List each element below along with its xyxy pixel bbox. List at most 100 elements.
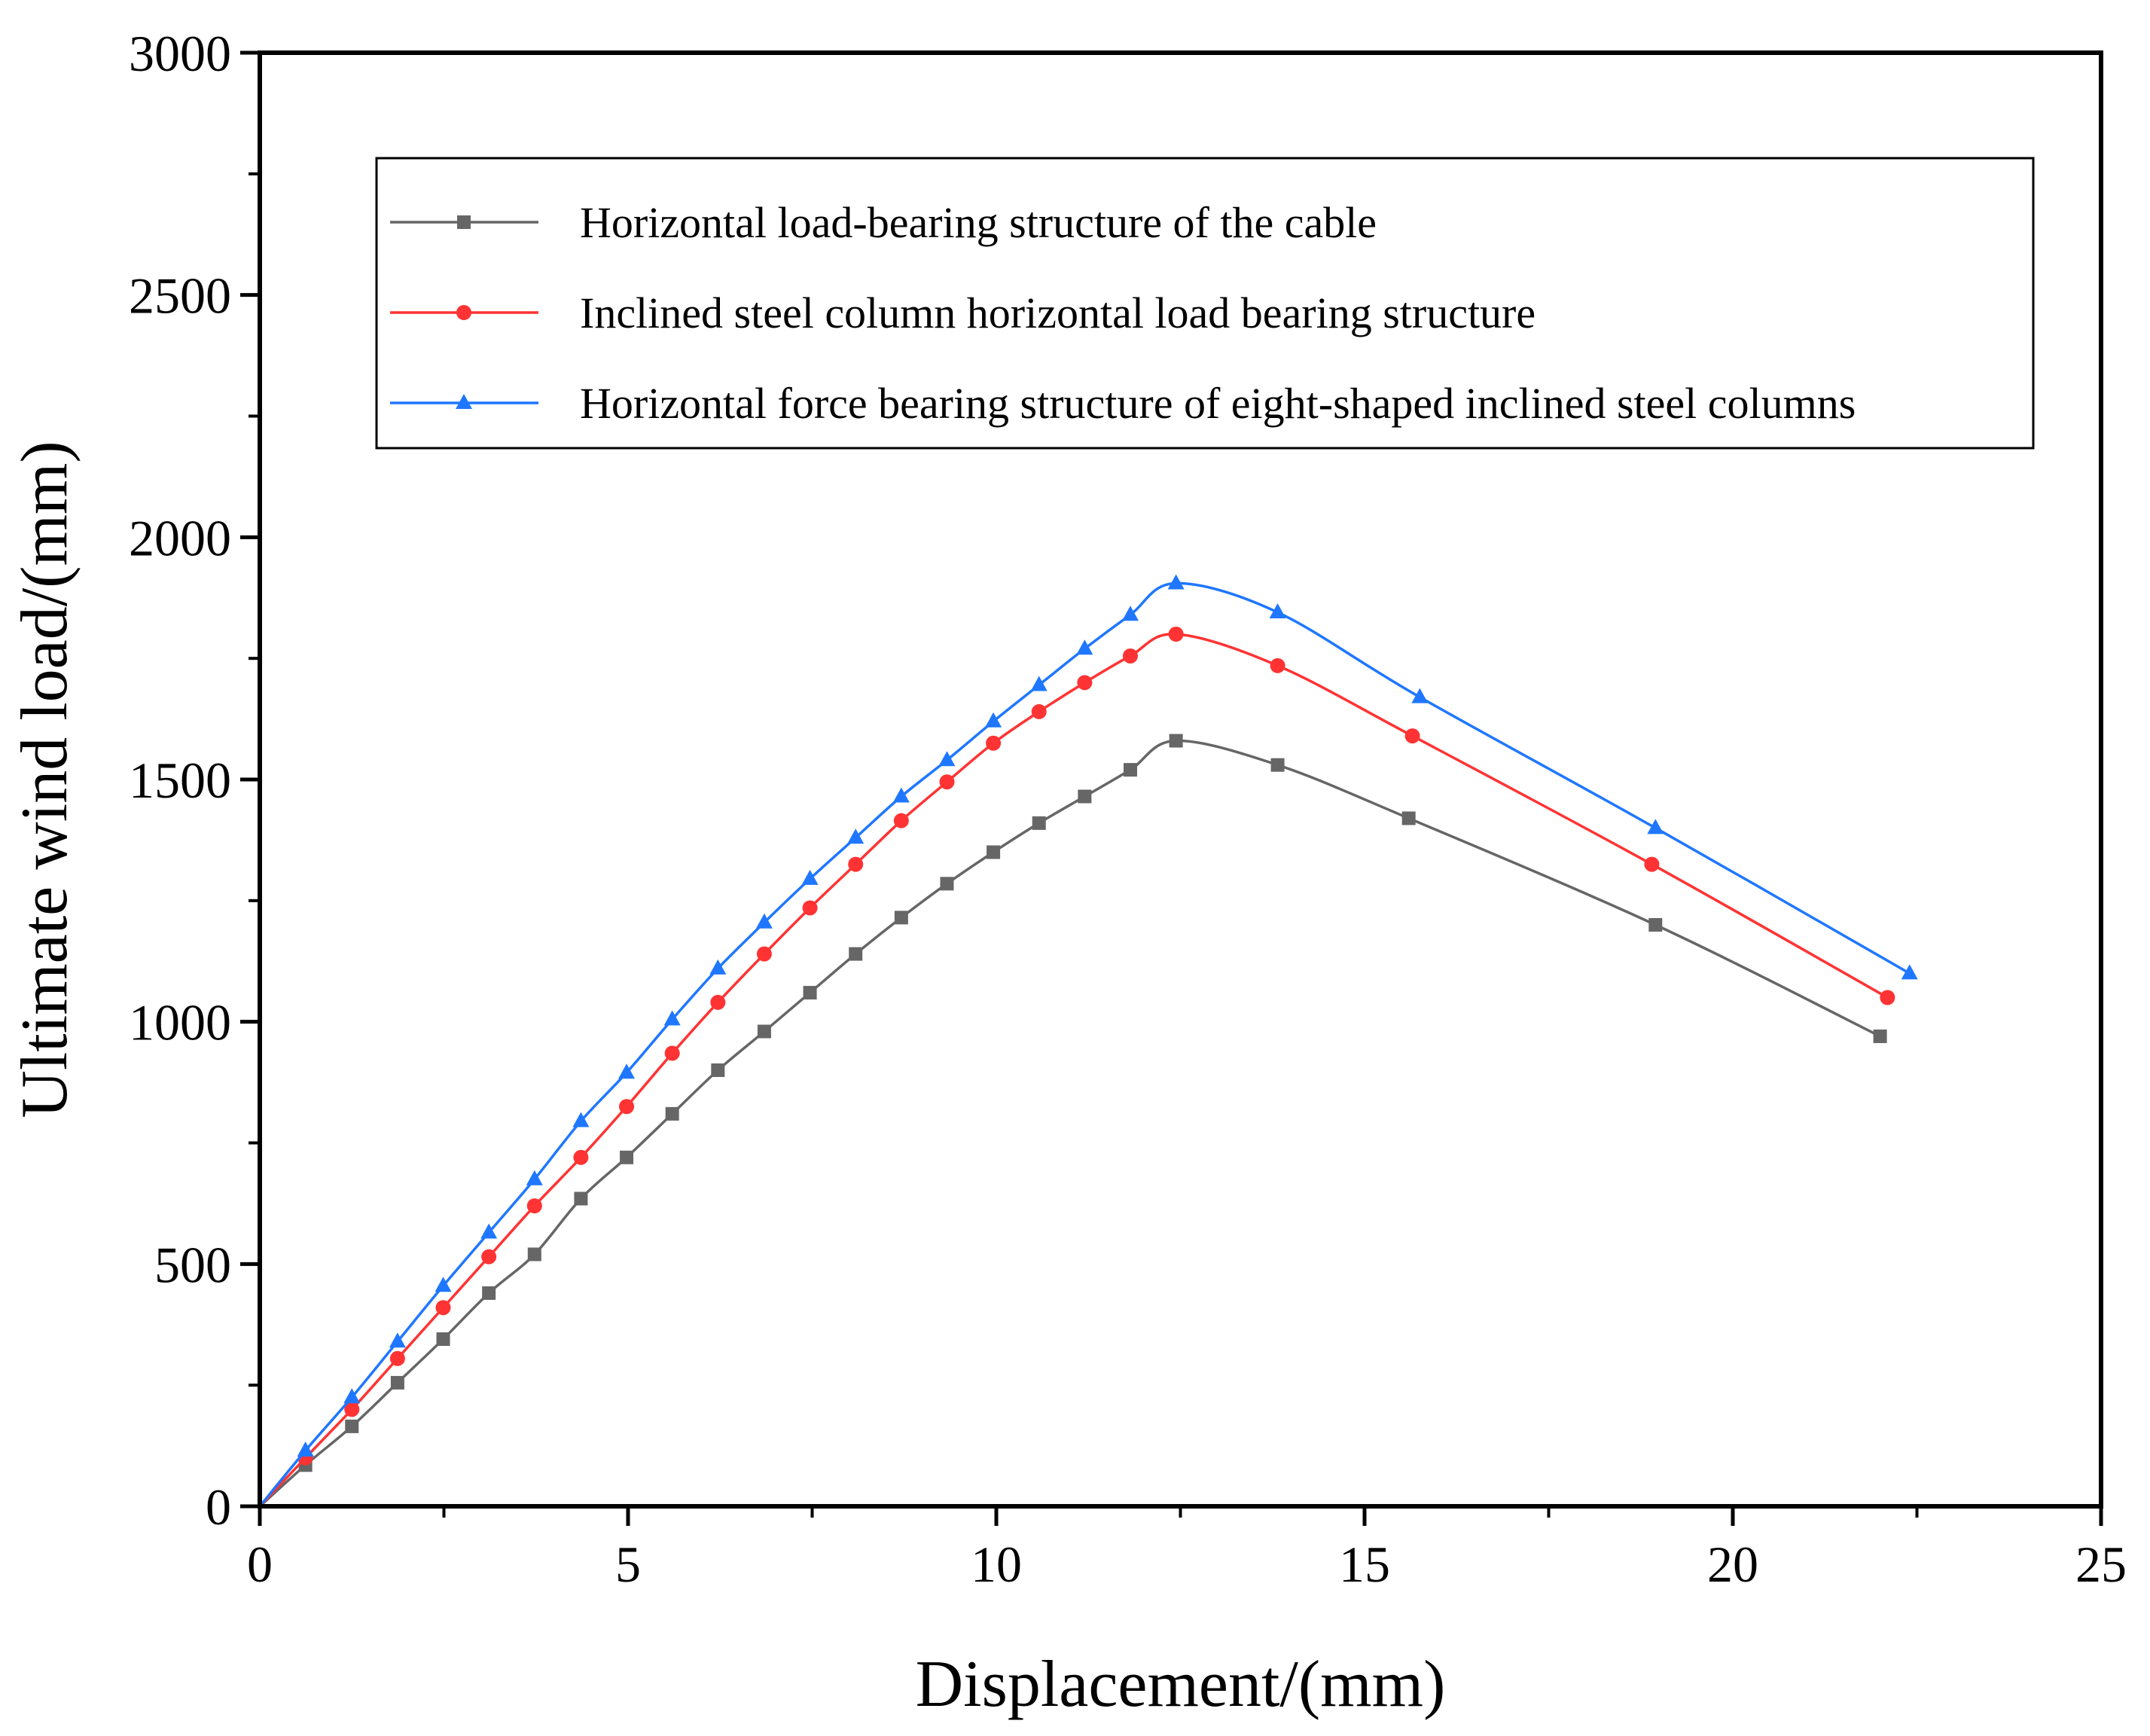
data-point: [755, 913, 773, 929]
data-point: [619, 1099, 635, 1115]
data-point: [801, 869, 819, 885]
y-tick-label: 0: [206, 1478, 231, 1536]
data-point: [482, 1286, 496, 1300]
x-tick-label: 5: [615, 1536, 641, 1593]
data-point: [343, 1388, 361, 1404]
ticks-layer: 0 5 10 15 20 25 0 500 1000 1500 2000 2500 3000: [129, 25, 2127, 1593]
data-point: [344, 1402, 360, 1417]
legend-label: Horizontal load-bearing structure of the…: [580, 198, 1377, 247]
x-tick-label: 10: [971, 1536, 1022, 1593]
data-point: [848, 856, 864, 872]
data-point: [620, 1150, 634, 1164]
data-point: [480, 1223, 498, 1239]
data-point: [940, 877, 954, 891]
x-tick-label: 25: [2075, 1536, 2127, 1593]
data-point: [986, 735, 1002, 751]
y-tick-label: 3000: [129, 25, 231, 82]
data-point: [1401, 811, 1416, 825]
data-point: [802, 900, 818, 916]
data-point: [939, 774, 955, 790]
x-tick-label: 0: [247, 1536, 273, 1593]
y-tick-label: 1500: [129, 752, 231, 809]
series-layer: [258, 574, 1918, 1508]
legend-item: Horizontal load-bearing structure of the…: [390, 198, 1377, 247]
data-point: [573, 1149, 589, 1165]
data-point: [892, 787, 910, 803]
data-point: [985, 712, 1002, 728]
x-tick-label: 20: [1707, 1536, 1758, 1593]
data-point: [938, 751, 956, 767]
legend-item: Horizontal force bearing structure of ei…: [390, 379, 1856, 428]
data-point: [664, 1045, 680, 1061]
data-point: [756, 946, 772, 962]
legend-marker: [456, 305, 471, 320]
data-point: [1404, 728, 1420, 744]
data-point: [1076, 639, 1093, 655]
data-point: [987, 845, 1001, 859]
data-point: [665, 1106, 679, 1121]
data-point: [389, 1350, 405, 1366]
data-point: [435, 1300, 451, 1316]
data-point: [894, 911, 908, 925]
data-point: [849, 947, 863, 961]
legend-label: Horizontal force bearing structure of ei…: [580, 379, 1856, 428]
data-point: [1032, 816, 1046, 830]
data-point: [1648, 918, 1663, 932]
data-point: [1167, 574, 1185, 590]
data-point: [1880, 990, 1895, 1005]
data-point: [803, 986, 817, 1000]
data-point: [1168, 627, 1184, 642]
data-point: [1269, 603, 1286, 619]
data-point: [618, 1063, 636, 1079]
legend-box: [375, 157, 2035, 450]
y-axis-title: Ultimate wind load/(mm): [8, 441, 81, 1118]
data-point: [1030, 676, 1048, 691]
data-point: [757, 1024, 771, 1039]
data-point: [345, 1419, 359, 1433]
data-point: [389, 1332, 406, 1348]
data-point: [1121, 606, 1139, 621]
data-point: [481, 1249, 497, 1265]
data-point: [527, 1247, 541, 1262]
data-point: [1123, 763, 1137, 777]
data-point: [663, 1010, 681, 1026]
data-point: [1411, 688, 1429, 703]
data-point: [1078, 789, 1092, 804]
data-point: [526, 1198, 542, 1214]
data-point: [1270, 657, 1285, 673]
series-line: [258, 633, 1889, 1508]
data-point: [893, 813, 909, 828]
data-point: [1122, 648, 1138, 664]
data-point: [710, 994, 726, 1010]
series-triangle: [258, 574, 1918, 1508]
data-point: [1644, 856, 1660, 872]
x-axis-title: Displacement/(mm): [916, 1648, 1446, 1721]
data-point: [1031, 703, 1047, 719]
data-point: [847, 828, 865, 844]
legend-marker: [456, 394, 472, 409]
y-tick-label: 2000: [129, 509, 231, 566]
data-point: [435, 1277, 452, 1292]
series-square: [258, 734, 1887, 1508]
data-point: [436, 1332, 450, 1347]
data-point: [1873, 1029, 1887, 1043]
data-point: [709, 959, 727, 975]
x-tick-label: 15: [1339, 1536, 1390, 1593]
series-circle: [258, 627, 1895, 1508]
data-point: [574, 1191, 588, 1206]
y-tick-label: 1000: [129, 994, 231, 1051]
data-point: [1647, 819, 1664, 834]
data-point: [297, 1442, 314, 1457]
data-point: [390, 1375, 404, 1390]
data-point: [1270, 758, 1285, 772]
data-point: [572, 1112, 590, 1127]
y-tick-label: 500: [154, 1236, 231, 1293]
legend: Horizontal load-bearing structure of the…: [375, 157, 2035, 450]
data-point: [1077, 675, 1093, 691]
y-tick-label: 2500: [129, 267, 231, 325]
legend-marker: [457, 215, 471, 229]
legend-label: Inclined steel column horizontal load be…: [580, 288, 1535, 337]
data-point: [1169, 734, 1183, 748]
data-point: [526, 1170, 543, 1185]
